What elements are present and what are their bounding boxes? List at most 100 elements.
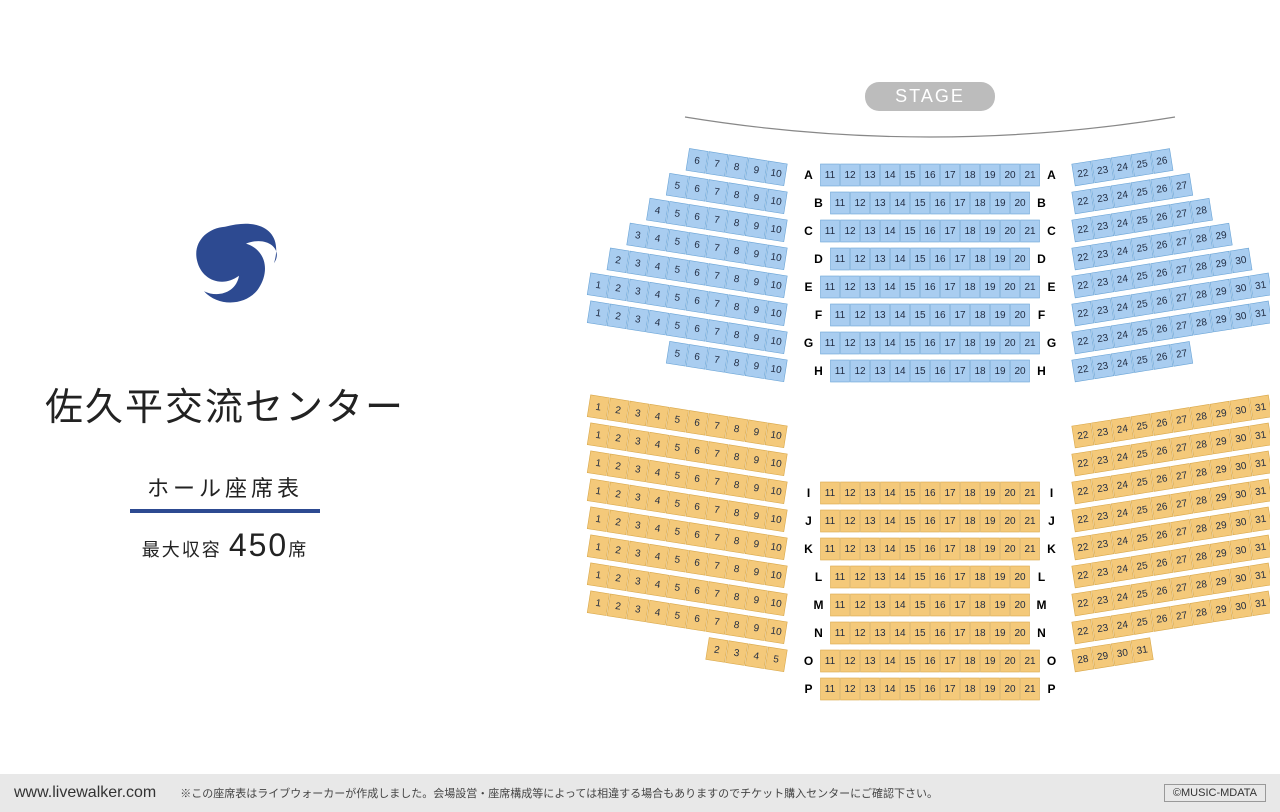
svg-text:30: 30 bbox=[1235, 601, 1248, 614]
svg-text:C: C bbox=[1047, 224, 1056, 238]
svg-text:19: 19 bbox=[994, 310, 1006, 321]
svg-text:25: 25 bbox=[1136, 298, 1149, 311]
svg-text:27: 27 bbox=[1175, 180, 1188, 193]
svg-text:30: 30 bbox=[1235, 489, 1248, 502]
svg-text:H: H bbox=[1037, 364, 1046, 378]
svg-text:20: 20 bbox=[1004, 170, 1016, 181]
svg-text:P: P bbox=[1047, 682, 1055, 696]
svg-text:11: 11 bbox=[835, 254, 846, 265]
svg-text:10: 10 bbox=[770, 224, 783, 237]
svg-text:19: 19 bbox=[984, 226, 996, 237]
capacity-suffix: 席 bbox=[288, 540, 308, 560]
svg-text:28: 28 bbox=[1195, 551, 1208, 564]
svg-text:26: 26 bbox=[1156, 183, 1169, 196]
svg-text:14: 14 bbox=[894, 366, 906, 377]
svg-text:10: 10 bbox=[770, 196, 783, 209]
svg-text:15: 15 bbox=[904, 544, 916, 555]
svg-text:15: 15 bbox=[914, 366, 926, 377]
svg-text:22: 22 bbox=[1077, 430, 1090, 443]
svg-text:12: 12 bbox=[844, 516, 856, 527]
svg-text:24: 24 bbox=[1116, 217, 1129, 230]
svg-text:19: 19 bbox=[994, 628, 1006, 639]
svg-text:20: 20 bbox=[1014, 628, 1026, 639]
svg-text:31: 31 bbox=[1254, 307, 1267, 320]
svg-text:15: 15 bbox=[904, 226, 916, 237]
svg-text:16: 16 bbox=[934, 198, 946, 209]
svg-text:24: 24 bbox=[1116, 161, 1129, 174]
svg-text:21: 21 bbox=[1024, 656, 1036, 667]
svg-text:13: 13 bbox=[874, 310, 886, 321]
svg-text:H: H bbox=[814, 364, 823, 378]
svg-text:21: 21 bbox=[1024, 516, 1036, 527]
svg-text:17: 17 bbox=[944, 170, 956, 181]
svg-text:20: 20 bbox=[1014, 366, 1026, 377]
svg-text:18: 18 bbox=[974, 572, 986, 583]
svg-text:21: 21 bbox=[1024, 170, 1036, 181]
svg-text:15: 15 bbox=[904, 656, 916, 667]
svg-text:24: 24 bbox=[1116, 535, 1129, 548]
svg-text:31: 31 bbox=[1254, 597, 1267, 610]
svg-text:J: J bbox=[1048, 514, 1055, 528]
svg-text:11: 11 bbox=[835, 366, 846, 377]
svg-text:24: 24 bbox=[1116, 245, 1129, 258]
svg-text:26: 26 bbox=[1156, 155, 1169, 168]
footer-url: www.livewalker.com bbox=[14, 784, 156, 802]
svg-text:10: 10 bbox=[770, 168, 783, 181]
svg-text:17: 17 bbox=[954, 572, 966, 583]
svg-text:16: 16 bbox=[924, 488, 936, 499]
svg-text:17: 17 bbox=[944, 656, 956, 667]
svg-text:10: 10 bbox=[770, 542, 783, 555]
svg-text:30: 30 bbox=[1235, 283, 1248, 296]
svg-text:18: 18 bbox=[974, 366, 986, 377]
svg-text:12: 12 bbox=[854, 366, 866, 377]
svg-text:23: 23 bbox=[1096, 567, 1109, 580]
svg-text:25: 25 bbox=[1136, 532, 1149, 545]
svg-text:14: 14 bbox=[884, 488, 896, 499]
svg-text:24: 24 bbox=[1116, 591, 1129, 604]
svg-text:10: 10 bbox=[770, 514, 783, 527]
svg-text:15: 15 bbox=[904, 338, 916, 349]
svg-text:26: 26 bbox=[1156, 351, 1169, 364]
svg-text:29: 29 bbox=[1215, 604, 1228, 617]
svg-text:10: 10 bbox=[770, 252, 783, 265]
svg-text:13: 13 bbox=[864, 338, 876, 349]
svg-text:16: 16 bbox=[924, 656, 936, 667]
capacity: 最大収容 450席 bbox=[142, 527, 308, 564]
svg-text:10: 10 bbox=[770, 364, 783, 377]
svg-text:19: 19 bbox=[984, 516, 996, 527]
stage-label: STAGE bbox=[865, 82, 995, 111]
svg-text:26: 26 bbox=[1156, 267, 1169, 280]
svg-text:16: 16 bbox=[924, 684, 936, 695]
svg-text:14: 14 bbox=[894, 628, 906, 639]
svg-text:26: 26 bbox=[1156, 239, 1169, 252]
svg-text:B: B bbox=[814, 196, 823, 210]
svg-text:13: 13 bbox=[864, 170, 876, 181]
svg-text:16: 16 bbox=[924, 338, 936, 349]
svg-text:E: E bbox=[1047, 280, 1055, 294]
svg-text:G: G bbox=[804, 336, 813, 350]
svg-text:17: 17 bbox=[944, 544, 956, 555]
svg-text:20: 20 bbox=[1004, 516, 1016, 527]
svg-text:27: 27 bbox=[1175, 526, 1188, 539]
svg-text:27: 27 bbox=[1175, 442, 1188, 455]
svg-text:28: 28 bbox=[1077, 654, 1090, 667]
svg-text:24: 24 bbox=[1116, 423, 1129, 436]
svg-text:26: 26 bbox=[1156, 323, 1169, 336]
svg-text:26: 26 bbox=[1156, 445, 1169, 458]
svg-text:22: 22 bbox=[1077, 542, 1090, 555]
svg-text:23: 23 bbox=[1096, 483, 1109, 496]
svg-text:10: 10 bbox=[770, 570, 783, 583]
svg-text:10: 10 bbox=[770, 486, 783, 499]
svg-text:19: 19 bbox=[994, 600, 1006, 611]
svg-text:26: 26 bbox=[1156, 501, 1169, 514]
svg-text:25: 25 bbox=[1136, 504, 1149, 517]
svg-text:30: 30 bbox=[1235, 311, 1248, 324]
svg-text:13: 13 bbox=[874, 572, 886, 583]
svg-text:11: 11 bbox=[835, 628, 846, 639]
svg-text:19: 19 bbox=[984, 338, 996, 349]
svg-text:26: 26 bbox=[1156, 557, 1169, 570]
footer: www.livewalker.com ※この座席表はライブウォーカーが作成しまし… bbox=[0, 774, 1280, 812]
svg-text:C: C bbox=[804, 224, 813, 238]
svg-text:17: 17 bbox=[944, 516, 956, 527]
svg-text:22: 22 bbox=[1077, 168, 1090, 181]
